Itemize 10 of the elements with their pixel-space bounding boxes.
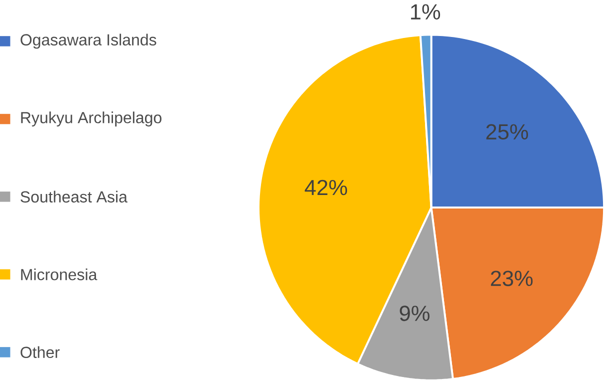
legend-label: Micronesia <box>21 268 98 280</box>
legend-label: Ogasawara Islands <box>20 34 156 49</box>
legend-label: Southeast Asia <box>20 190 128 202</box>
data-label: 9% <box>400 306 430 321</box>
legend-label: Ryukyu Archipelago <box>21 111 162 126</box>
data-label: 1% <box>411 4 440 20</box>
legend-label: Other <box>20 346 60 358</box>
data-label: 23% <box>490 270 533 286</box>
data-label: 25% <box>486 124 528 140</box>
data-label: 42% <box>304 180 348 196</box>
